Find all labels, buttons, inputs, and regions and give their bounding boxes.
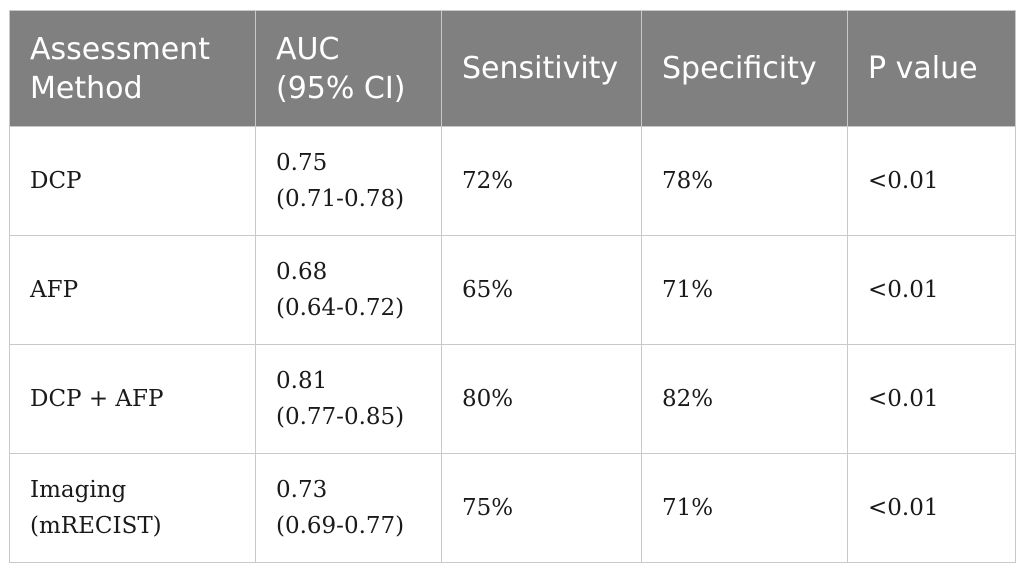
table-row: DCP + AFP 0.81 (0.77-0.85) 80% 82% <0.01: [9, 344, 1016, 454]
cell-specificity: 71%: [641, 453, 848, 563]
cell-text: 0.73: [276, 477, 328, 503]
cell-text: 0.75: [276, 150, 328, 176]
cell-method: AFP: [9, 235, 256, 345]
cell-text: AFP: [30, 277, 79, 303]
header-text: Sensitivity: [462, 51, 619, 86]
cell-sensitivity: 75%: [441, 453, 642, 563]
table-row: AFP 0.68 (0.64-0.72) 65% 71% <0.01: [9, 235, 1016, 345]
cell-text: Imaging: [30, 477, 127, 503]
cell-specificity: 71%: [641, 235, 848, 345]
cell-sensitivity: 72%: [441, 126, 642, 236]
cell-sensitivity: 65%: [441, 235, 642, 345]
cell-text: DCP + AFP: [30, 386, 164, 412]
cell-auc: 0.68 (0.64-0.72): [255, 235, 442, 345]
header-text: Method: [30, 70, 143, 106]
cell-text: 0.81: [276, 368, 328, 394]
cell-method: DCP: [9, 126, 256, 236]
cell-text: (0.77-0.85): [276, 404, 405, 430]
header-text: (95% CI): [276, 70, 406, 106]
header-text: AUC: [276, 31, 340, 67]
cell-method: DCP + AFP: [9, 344, 256, 454]
table-header: Assessment Method AUC (95% CI) Sensitivi…: [9, 10, 1016, 127]
cell-text: DCP: [30, 168, 82, 194]
cell-auc: 0.81 (0.77-0.85): [255, 344, 442, 454]
cell-text: 0.68: [276, 259, 328, 285]
cell-sensitivity: 80%: [441, 344, 642, 454]
header-text: Specificity: [662, 51, 817, 86]
cell-auc: 0.73 (0.69-0.77): [255, 453, 442, 563]
header-specificity: Specificity: [641, 10, 848, 127]
table-body: DCP 0.75 (0.71-0.78) 72% 78% <0.01 AFP 0…: [9, 126, 1016, 563]
cell-method: Imaging (mRECIST): [9, 453, 256, 563]
cell-text: (mRECIST): [30, 513, 162, 539]
cell-text: (0.64-0.72): [276, 295, 405, 321]
cell-p-value: <0.01: [847, 126, 1016, 236]
cell-text: (0.71-0.78): [276, 186, 405, 212]
results-table: Assessment Method AUC (95% CI) Sensitivi…: [9, 10, 1016, 563]
header-text: Assessment: [30, 31, 210, 67]
header-sensitivity: Sensitivity: [441, 10, 642, 127]
cell-specificity: 78%: [641, 126, 848, 236]
cell-p-value: <0.01: [847, 235, 1016, 345]
header-assessment-method: Assessment Method: [9, 10, 256, 127]
results-table-container: Assessment Method AUC (95% CI) Sensitivi…: [9, 10, 1016, 563]
header-p-value: P value: [847, 10, 1016, 127]
table-row: DCP 0.75 (0.71-0.78) 72% 78% <0.01: [9, 126, 1016, 236]
header-auc: AUC (95% CI): [255, 10, 442, 127]
cell-text: (0.69-0.77): [276, 513, 405, 539]
header-row: Assessment Method AUC (95% CI) Sensitivi…: [9, 10, 1016, 127]
table-row: Imaging (mRECIST) 0.73 (0.69-0.77) 75% 7…: [9, 453, 1016, 563]
cell-auc: 0.75 (0.71-0.78): [255, 126, 442, 236]
cell-p-value: <0.01: [847, 453, 1016, 563]
cell-p-value: <0.01: [847, 344, 1016, 454]
header-text: P value: [868, 51, 978, 86]
cell-specificity: 82%: [641, 344, 848, 454]
